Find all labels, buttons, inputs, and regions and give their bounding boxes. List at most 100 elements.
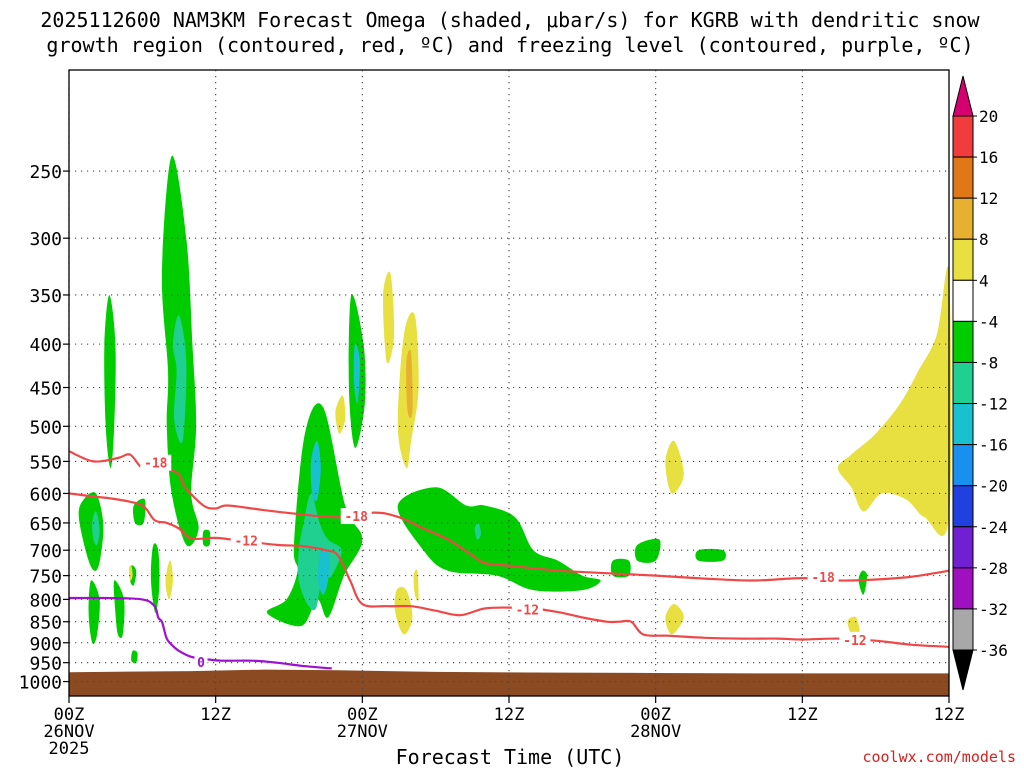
contour-label-bg-2-3 [839, 631, 871, 648]
colorbar-segment-2 [952, 156, 974, 199]
contour-label-bg-1-1 [140, 454, 172, 471]
colorbar-segment-11 [952, 526, 974, 569]
x-axis-title: Forecast Time (UTC) [396, 745, 625, 768]
colorbar-segment-6 [952, 320, 974, 363]
x-tick-label-2: 00Z [347, 705, 378, 725]
contour-label-bg-3-1 [194, 653, 208, 670]
colorbar-label-2: 12 [979, 189, 998, 208]
omega-area-36 [837, 266, 952, 536]
y-tick-label-750: 750 [29, 567, 62, 588]
colorbar-segment-8 [952, 403, 974, 446]
omega-area-30 [695, 548, 726, 562]
colorbar-label-7: -12 [979, 395, 1008, 414]
omega-area-3 [172, 315, 187, 444]
colorbar-segment-3 [952, 197, 974, 240]
contour-label-bg-1-2 [340, 508, 372, 525]
y-tick-label-900: 900 [29, 634, 62, 655]
omega-area-5 [92, 511, 100, 546]
y-tick-label-950: 950 [29, 654, 62, 675]
title-line-1: 2025112600 NAM3KM Forecast Omega (shaded… [40, 8, 980, 32]
colorbar: 20 16 12 8 4 -4 -8 -12 -16 -20 -24 -28 -32 -36 [952, 75, 1008, 691]
contour-label-2-3: -12 [843, 634, 866, 649]
omega-area-28 [474, 522, 481, 540]
colorbar-label-1: 16 [979, 148, 998, 167]
y-tick-label-550: 550 [29, 452, 62, 473]
colorbar-segment-7 [952, 361, 974, 405]
omega-area-13 [128, 565, 133, 581]
omega-area-25 [394, 586, 413, 635]
y-tick-label-450: 450 [29, 379, 62, 400]
omega-area-17 [318, 548, 330, 595]
x-tick-label-0: 00Z [54, 705, 85, 725]
omega-shaded-areas [78, 155, 952, 664]
omega-area-7 [113, 580, 125, 639]
contour-labels: -18 -18 -18 -12 -12 -12 0 [140, 454, 871, 671]
contour-label-bg-1-3 [807, 569, 839, 586]
colorbar-label-11: -28 [979, 559, 1008, 578]
colorbar-segment-5 [952, 279, 974, 322]
colorbar-label-0: 20 [979, 107, 998, 126]
omega-area-16 [297, 493, 342, 611]
y-tick-label-400: 400 [29, 335, 62, 356]
credit-text: coolwx.com/models [862, 748, 1016, 766]
y-tick-label-500: 500 [29, 417, 62, 438]
omega-area-1 [104, 295, 116, 468]
contour-label-bg-2-1 [230, 532, 262, 549]
omega-area-22 [383, 271, 395, 364]
colorbar-label-9: -20 [979, 477, 1008, 496]
omega-area-32 [858, 570, 868, 595]
contour-3 [68, 596, 332, 670]
colorbar-label-10: -24 [979, 518, 1008, 537]
y-tick-label-350: 350 [29, 286, 62, 307]
omega-area-9 [150, 543, 160, 614]
contour-label-1-1: -18 [144, 457, 168, 472]
omega-area-6 [88, 580, 100, 644]
x-tick-label-3: 12Z [494, 705, 525, 725]
y-tick-label-800: 800 [29, 590, 62, 611]
contour-label-1-3: -18 [811, 571, 835, 586]
y-tick-label-600: 600 [29, 484, 62, 505]
x-date-label-4: 28NOV [630, 722, 681, 742]
contour-label-2-2: -12 [516, 603, 539, 618]
omega-area-10 [131, 650, 138, 664]
y-tick-label-850: 850 [29, 613, 62, 634]
colorbar-segment-9 [952, 444, 974, 487]
contour-label-2-1: -12 [234, 535, 257, 550]
omega-area-27 [397, 487, 601, 592]
omega-area-24 [406, 349, 413, 419]
contour-label-3-1: 0 [197, 656, 205, 671]
y-tick-label-650: 650 [29, 514, 62, 535]
colorbar-segment-1 [952, 115, 974, 158]
omega-area-29 [634, 538, 661, 563]
contour-label-bg-2-2 [511, 601, 543, 618]
colorbar-label-13: -36 [979, 641, 1008, 660]
colorbar-label-4: 4 [979, 271, 989, 290]
colorbar-segment-12 [952, 567, 974, 610]
omega-area-21 [335, 395, 346, 434]
title-line-2: growth region (contoured, red, ºC) and f… [46, 33, 973, 57]
colorbar-label-12: -32 [979, 600, 1008, 619]
x-date-label-2: 27NOV [337, 722, 388, 742]
colorbar-over-arrow [952, 75, 974, 117]
colorbar-label-5: -4 [979, 312, 998, 331]
chart-title: 2025112600 NAM3KM Forecast Omega (shaded… [40, 8, 980, 57]
x-tick-label-4: 00Z [640, 705, 671, 725]
omega-area-26 [413, 569, 419, 601]
x-tick-label-1: 12Z [200, 705, 231, 725]
omega-area-34 [665, 604, 684, 635]
y-axis: 2503003504004505005506006507007508008509… [19, 162, 69, 694]
y-tick-label-250: 250 [29, 162, 62, 183]
omega-area-33 [665, 440, 684, 494]
colorbar-label-6: -8 [979, 353, 998, 372]
contour-2 [68, 492, 950, 648]
x-tick-label-5: 12Z [787, 705, 818, 725]
omega-area-12 [165, 560, 173, 600]
x-year-label-0: 2025 [49, 739, 90, 759]
colorbar-segment-10 [952, 485, 974, 528]
colorbar-under-arrow [952, 649, 974, 691]
y-tick-label-300: 300 [29, 229, 62, 250]
y-tick-label-700: 700 [29, 541, 62, 562]
colorbar-label-3: 8 [979, 230, 989, 249]
y-tick-label-1000: 1000 [19, 673, 62, 694]
